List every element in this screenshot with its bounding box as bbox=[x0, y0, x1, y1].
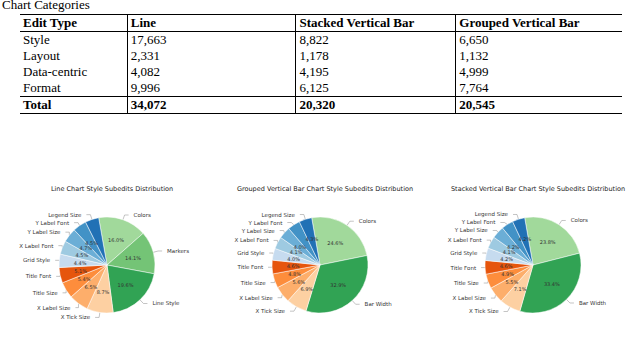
svg-text:8.7%: 8.7% bbox=[97, 289, 110, 295]
svg-text:24.6%: 24.6% bbox=[327, 240, 343, 246]
svg-text:Legend Size: Legend Size bbox=[48, 212, 82, 219]
html-text:4,999: 4,999 bbox=[459, 64, 489, 79]
html-text:2,331: 2,331 bbox=[130, 48, 161, 63]
svg-text:Y Label Size: Y Label Size bbox=[26, 229, 61, 235]
svg-text:23.8%: 23.8% bbox=[540, 239, 556, 245]
svg-text:X Label Size: X Label Size bbox=[239, 295, 273, 301]
html-text:20,545: 20,545 bbox=[459, 97, 495, 112]
html-text:4,082: 4,082 bbox=[130, 64, 161, 79]
svg-text:Y Label Size: Y Label Size bbox=[454, 227, 489, 233]
svg-text:5.4%: 5.4% bbox=[78, 276, 91, 282]
html-text:1,178: 1,178 bbox=[299, 48, 329, 63]
svg-text:Title Font: Title Font bbox=[450, 265, 477, 271]
svg-text:4.0%: 4.0% bbox=[287, 256, 300, 262]
svg-text:4.5%: 4.5% bbox=[85, 240, 98, 246]
svg-text:X Label Font: X Label Font bbox=[19, 243, 54, 249]
html-text:1,132: 1,132 bbox=[459, 48, 489, 63]
svg-text:Bar Width: Bar Width bbox=[579, 300, 607, 306]
svg-text:Legend Size: Legend Size bbox=[475, 211, 509, 218]
html-text:Line: Line bbox=[130, 15, 157, 30]
svg-text:Stacked Vertical Bar Chart Sty: Stacked Vertical Bar Chart Style Subedit… bbox=[451, 185, 625, 193]
svg-text:4.2%: 4.2% bbox=[500, 256, 513, 262]
svg-text:Grid Style: Grid Style bbox=[450, 250, 478, 257]
html-text:8,822: 8,822 bbox=[299, 32, 329, 47]
html-text:34,072: 34,072 bbox=[130, 97, 167, 112]
svg-text:Title Font: Title Font bbox=[25, 273, 52, 279]
svg-text:4.2%: 4.2% bbox=[519, 236, 532, 242]
svg-text:X Tick Size: X Tick Size bbox=[255, 308, 285, 314]
svg-text:4.3%: 4.3% bbox=[305, 236, 318, 242]
svg-text:7.1%: 7.1% bbox=[514, 286, 527, 292]
svg-text:5.6%: 5.6% bbox=[292, 279, 305, 285]
html-text:Style: Style bbox=[23, 32, 50, 47]
svg-text:X Label Font: X Label Font bbox=[448, 237, 483, 243]
svg-text:Colors: Colors bbox=[134, 212, 151, 218]
svg-text:X Label Font: X Label Font bbox=[234, 237, 269, 243]
svg-text:Bar Width: Bar Width bbox=[365, 301, 393, 307]
svg-text:Title Size: Title Size bbox=[32, 290, 58, 296]
html-text:Grouped Vertical Bar: Grouped Vertical Bar bbox=[459, 15, 580, 30]
svg-text:Legend Size: Legend Size bbox=[262, 212, 296, 219]
svg-text:Y Label Size: Y Label Size bbox=[241, 228, 276, 234]
svg-text:4.5%: 4.5% bbox=[76, 252, 89, 258]
svg-text:4.9%: 4.9% bbox=[501, 271, 514, 277]
svg-text:X Label Size: X Label Size bbox=[453, 295, 487, 301]
svg-text:Line Chart Style Subedits Dist: Line Chart Style Subedits Distribution bbox=[51, 185, 173, 193]
svg-text:Grid Style: Grid Style bbox=[237, 250, 265, 257]
svg-text:4.1%: 4.1% bbox=[503, 249, 516, 255]
svg-text:Markers: Markers bbox=[167, 248, 189, 254]
svg-text:Colors: Colors bbox=[571, 217, 588, 223]
svg-text:Title Font: Title Font bbox=[237, 264, 264, 270]
svg-text:6.9%: 6.9% bbox=[300, 286, 313, 292]
svg-text:Title Size: Title Size bbox=[453, 280, 479, 286]
svg-text:Y Label Font: Y Label Font bbox=[248, 220, 284, 226]
svg-text:X Label Size: X Label Size bbox=[37, 305, 71, 311]
html-text:6,125: 6,125 bbox=[299, 80, 329, 95]
svg-text:5.1%: 5.1% bbox=[74, 268, 87, 274]
svg-text:Colors: Colors bbox=[359, 218, 376, 224]
svg-text:5.5%: 5.5% bbox=[506, 279, 519, 285]
svg-text:Title Size: Title Size bbox=[240, 280, 266, 286]
html-text:9,996: 9,996 bbox=[130, 80, 161, 95]
svg-text:X Tick Size: X Tick Size bbox=[61, 314, 91, 320]
svg-text:4.4%: 4.4% bbox=[74, 260, 87, 266]
svg-text:Grouped Vertical Bar Chart Sty: Grouped Vertical Bar Chart Style Subedit… bbox=[237, 185, 413, 193]
svg-text:4.7%: 4.7% bbox=[79, 245, 92, 251]
svg-text:Line Style: Line Style bbox=[152, 300, 180, 307]
svg-text:6.5%: 6.5% bbox=[85, 284, 98, 290]
html-text:Layout: Layout bbox=[23, 48, 60, 63]
svg-text:Y Label Font: Y Label Font bbox=[34, 220, 70, 226]
svg-text:4.1%: 4.1% bbox=[290, 249, 303, 255]
html-text:6,650: 6,650 bbox=[459, 32, 489, 47]
svg-text:X Tick Size: X Tick Size bbox=[469, 308, 499, 314]
svg-text:33.4%: 33.4% bbox=[544, 281, 560, 287]
html-text:Data-centric: Data-centric bbox=[23, 64, 88, 79]
svg-text:4.6%: 4.6% bbox=[287, 263, 300, 269]
svg-text:16.0%: 16.0% bbox=[108, 237, 124, 243]
html-text:17,663: 17,663 bbox=[130, 32, 167, 47]
html-text:Edit Type: Edit Type bbox=[23, 15, 78, 30]
svg-text:19.6%: 19.6% bbox=[118, 282, 134, 288]
svg-text:Grid Style: Grid Style bbox=[23, 257, 51, 264]
svg-text:14.1%: 14.1% bbox=[125, 255, 141, 261]
svg-text:4.2%: 4.2% bbox=[507, 244, 520, 250]
html-text:7,764: 7,764 bbox=[459, 80, 489, 95]
svg-text:Y Label Font: Y Label Font bbox=[461, 219, 497, 225]
html-text:Stacked Vertical Bar: Stacked Vertical Bar bbox=[299, 15, 415, 30]
html-text:20,320: 20,320 bbox=[299, 97, 336, 112]
svg-text:4.6%: 4.6% bbox=[500, 263, 513, 269]
svg-text:4.8%: 4.8% bbox=[288, 271, 301, 277]
html-text:4,195: 4,195 bbox=[299, 64, 329, 79]
html-text:Format: Format bbox=[23, 80, 61, 95]
svg-text:4.0%: 4.0% bbox=[294, 244, 307, 250]
svg-text:32.9%: 32.9% bbox=[330, 282, 346, 288]
html-text:Total: Total bbox=[23, 97, 52, 112]
